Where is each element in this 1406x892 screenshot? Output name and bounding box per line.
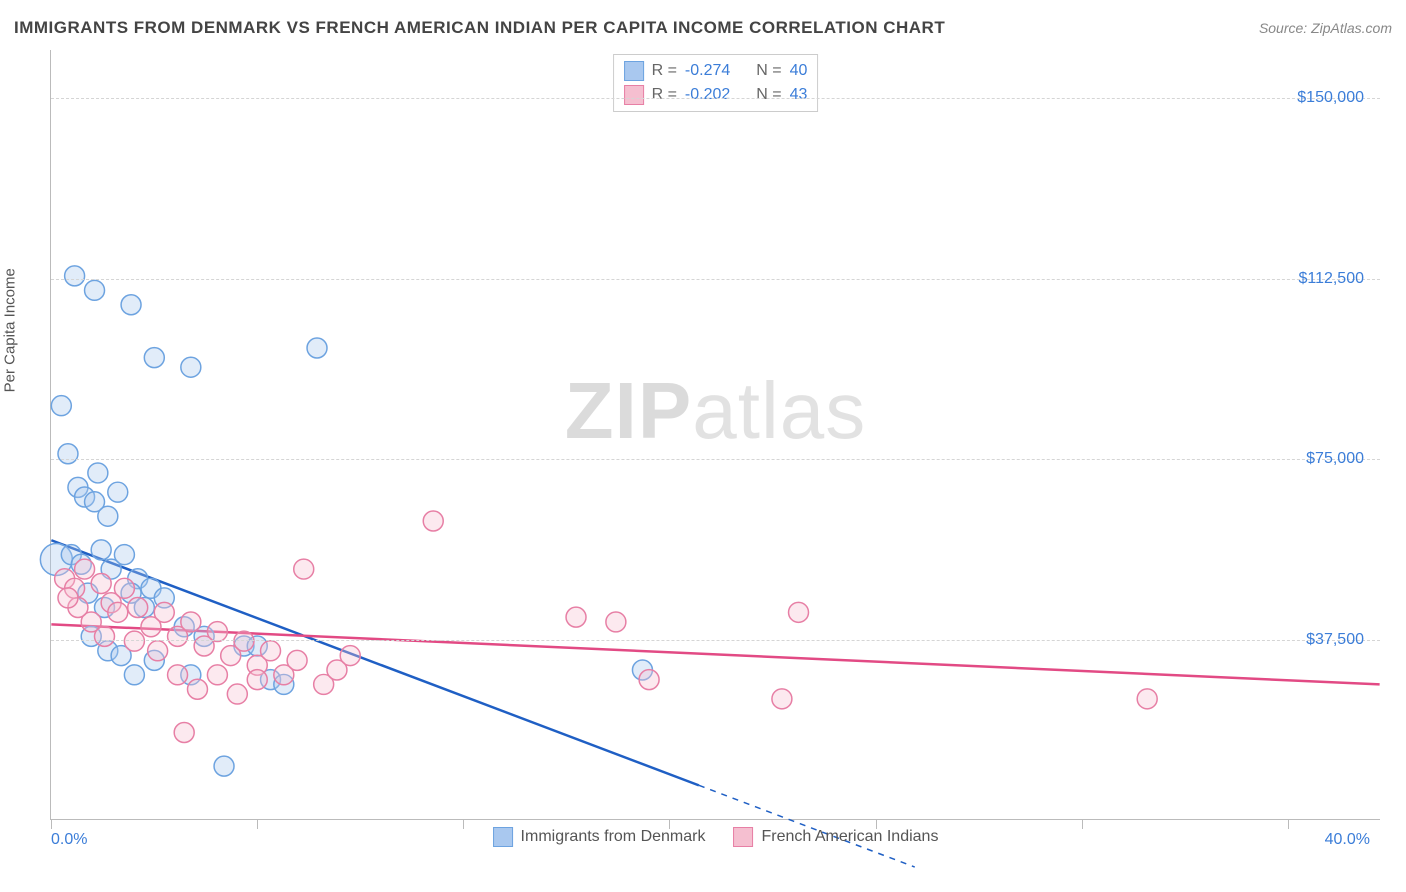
stats-row: R = -0.274 N = 40 xyxy=(624,59,808,83)
data-point xyxy=(98,506,118,526)
title-bar: IMMIGRANTS FROM DENMARK VS FRENCH AMERIC… xyxy=(14,18,1392,38)
data-point xyxy=(181,357,201,377)
bottom-legend: Immigrants from Denmark French American I… xyxy=(493,827,939,847)
data-point xyxy=(566,607,586,627)
gridline xyxy=(51,98,1380,99)
plot-area: ZIPatlas R =-0.274N =40R =-0.202N =43 Im… xyxy=(50,50,1380,820)
xtick xyxy=(876,819,877,829)
data-point xyxy=(88,463,108,483)
xtick xyxy=(463,819,464,829)
y-axis-label: Per Capita Income xyxy=(2,268,19,392)
data-point xyxy=(261,641,281,661)
data-point xyxy=(91,540,111,560)
legend-label: Immigrants from Denmark xyxy=(521,828,706,846)
xtick xyxy=(1082,819,1083,829)
data-point xyxy=(247,670,267,690)
gridline xyxy=(51,459,1380,460)
ytick-label: $150,000 xyxy=(1297,89,1364,107)
data-point xyxy=(58,588,78,608)
data-point xyxy=(174,723,194,743)
data-point xyxy=(85,280,105,300)
data-point xyxy=(91,574,111,594)
swatch-icon xyxy=(493,827,513,847)
data-point xyxy=(772,689,792,709)
data-point xyxy=(294,559,314,579)
xtick xyxy=(257,819,258,829)
data-point xyxy=(207,665,227,685)
stat-r-label: R = xyxy=(652,62,677,80)
data-point xyxy=(144,348,164,368)
source-label: Source: ZipAtlas.com xyxy=(1259,20,1392,36)
data-point xyxy=(214,756,234,776)
data-point xyxy=(154,602,174,622)
gridline xyxy=(51,640,1380,641)
stat-n-value: 40 xyxy=(790,62,808,80)
xtick-label: 0.0% xyxy=(51,831,87,849)
data-point xyxy=(307,338,327,358)
xtick-label: 40.0% xyxy=(1325,831,1370,849)
ytick-label: $37,500 xyxy=(1306,631,1364,649)
data-point xyxy=(227,684,247,704)
data-point xyxy=(168,665,188,685)
data-point xyxy=(789,602,809,622)
chart-container: IMMIGRANTS FROM DENMARK VS FRENCH AMERIC… xyxy=(0,0,1406,892)
stats-legend-box: R = -0.274 N = 40 R = -0.202 N = 43 xyxy=(613,54,819,112)
stat-r-value: -0.202 xyxy=(685,86,730,104)
xtick xyxy=(1288,819,1289,829)
data-point xyxy=(114,578,134,598)
data-point xyxy=(108,602,128,622)
swatch-icon xyxy=(733,827,753,847)
ytick-label: $112,500 xyxy=(1298,270,1364,288)
data-point xyxy=(234,631,254,651)
data-point xyxy=(1137,689,1157,709)
stat-r-label: R = xyxy=(652,86,677,104)
gridline xyxy=(51,279,1380,280)
data-point xyxy=(148,641,168,661)
stat-n-label: N = xyxy=(756,86,781,104)
data-point xyxy=(75,559,95,579)
xtick xyxy=(51,819,52,829)
data-point xyxy=(51,396,71,416)
data-point xyxy=(121,295,141,315)
data-point xyxy=(124,665,144,685)
data-point xyxy=(287,650,307,670)
data-point xyxy=(58,444,78,464)
data-point xyxy=(423,511,443,531)
data-point xyxy=(124,631,144,651)
stat-n-value: 43 xyxy=(790,86,808,104)
ytick-label: $75,000 xyxy=(1306,450,1364,468)
legend-item: Immigrants from Denmark xyxy=(493,827,706,847)
data-point xyxy=(340,646,360,666)
data-point xyxy=(181,612,201,632)
data-point xyxy=(639,670,659,690)
data-point xyxy=(65,266,85,286)
stat-n-label: N = xyxy=(756,62,781,80)
chart-title: IMMIGRANTS FROM DENMARK VS FRENCH AMERIC… xyxy=(14,18,945,38)
swatch-icon xyxy=(624,61,644,81)
data-point xyxy=(95,626,115,646)
xtick xyxy=(669,819,670,829)
data-point xyxy=(108,482,128,502)
data-point xyxy=(114,545,134,565)
stat-r-value: -0.274 xyxy=(685,62,730,80)
legend-item: French American Indians xyxy=(733,827,938,847)
swatch-icon xyxy=(624,85,644,105)
data-point xyxy=(606,612,626,632)
stats-row: R = -0.202 N = 43 xyxy=(624,83,808,107)
data-point xyxy=(128,598,148,618)
legend-label: French American Indians xyxy=(761,828,938,846)
data-point xyxy=(187,679,207,699)
plot-svg xyxy=(51,50,1380,819)
